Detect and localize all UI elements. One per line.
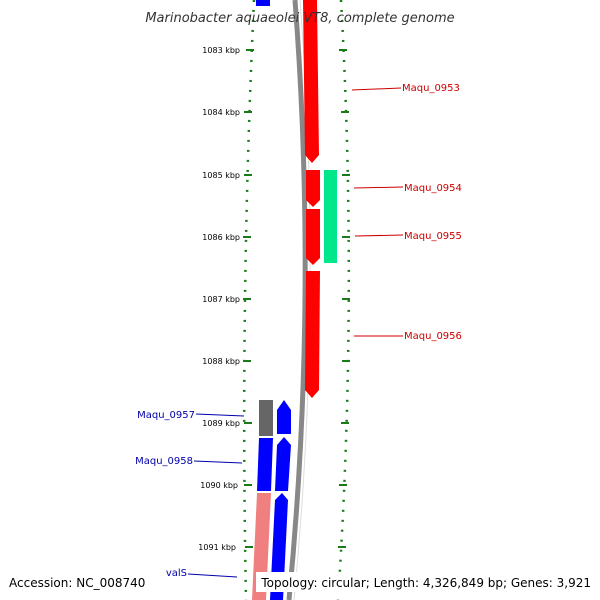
tick-label: 1083 kbp bbox=[202, 46, 240, 55]
gene-label-maqu-0955[interactable]: Maqu_0955 bbox=[404, 231, 462, 242]
gene-maqu-0957 bbox=[259, 400, 273, 436]
ring-ticks bbox=[243, 49, 350, 548]
footer-left-bg bbox=[6, 572, 156, 592]
tick-label: 1084 kbp bbox=[202, 108, 240, 117]
gene-label-maqu-0953[interactable]: Maqu_0953 bbox=[402, 83, 460, 94]
misc-feature-green bbox=[324, 170, 337, 263]
reverse-cds-a bbox=[277, 400, 291, 434]
accession-text: Accession: NC_008740 bbox=[9, 576, 145, 590]
genome-stats-text: Topology: circular; Length: 4,326,849 bp… bbox=[260, 576, 591, 590]
gene-label-maqu-0958[interactable]: Maqu_0958 bbox=[135, 456, 193, 467]
gene-maqu-0956 bbox=[305, 271, 320, 398]
gene-label-maqu-0954[interactable]: Maqu_0954 bbox=[404, 183, 462, 194]
gene-label-maqu-0957[interactable]: Maqu_0957 bbox=[137, 410, 195, 421]
tick-label: 1085 kbp bbox=[202, 171, 240, 180]
tick-label: 1086 kbp bbox=[202, 233, 240, 242]
tick-label: 1090 kbp bbox=[200, 481, 238, 490]
tick-label: 1089 kbp bbox=[202, 419, 240, 428]
tick-label: 1088 kbp bbox=[202, 357, 240, 366]
gene-maqu-0955 bbox=[306, 209, 320, 265]
gene-label-vals[interactable]: valS bbox=[166, 568, 187, 579]
gene-maqu-0953 bbox=[303, 0, 319, 163]
gene-maqu-0958 bbox=[257, 438, 273, 491]
gene-maqu-0954 bbox=[306, 170, 320, 207]
tick-label: 1091 kbp bbox=[198, 543, 236, 552]
reverse-cds-b bbox=[275, 437, 291, 491]
gene-label-maqu-0956[interactable]: Maqu_0956 bbox=[404, 331, 462, 342]
footer-right-bg bbox=[256, 572, 594, 592]
leader-lines bbox=[187, 87, 404, 578]
backbone-arc bbox=[286, 0, 308, 600]
reverse-cds-top bbox=[256, 0, 270, 6]
tick-label: 1087 kbp bbox=[202, 295, 240, 304]
map-title: Marinobacter aquaeolei VT8, complete gen… bbox=[145, 11, 454, 26]
